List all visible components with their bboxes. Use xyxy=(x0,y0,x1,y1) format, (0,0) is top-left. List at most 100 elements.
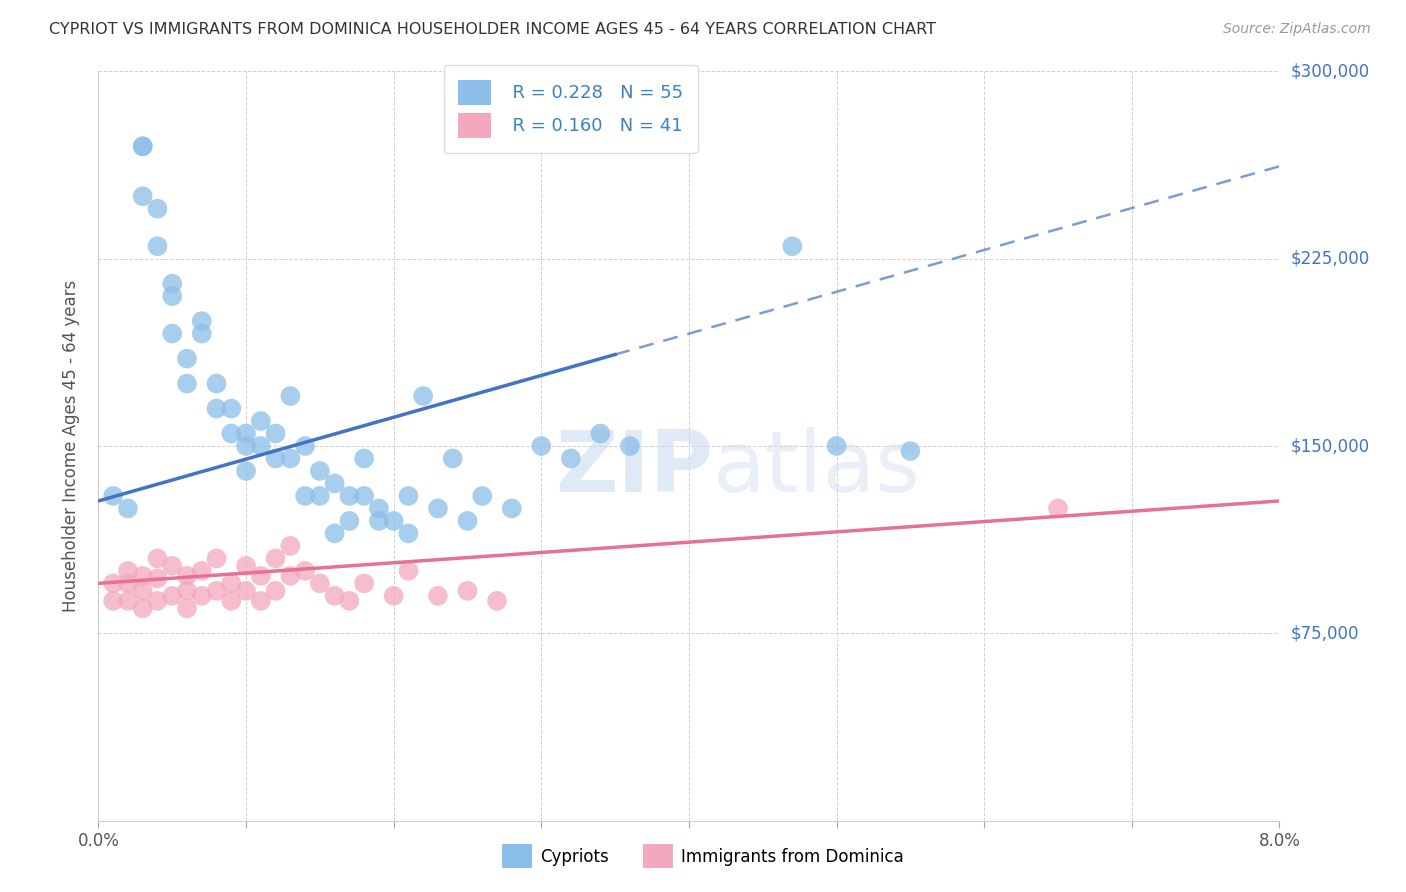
Text: Source: ZipAtlas.com: Source: ZipAtlas.com xyxy=(1223,22,1371,37)
Text: ZIP: ZIP xyxy=(555,427,713,510)
Point xyxy=(146,551,169,566)
Point xyxy=(176,601,198,615)
Point xyxy=(782,239,804,253)
Point xyxy=(176,569,198,583)
Point xyxy=(398,564,420,578)
Point xyxy=(309,489,332,503)
Point xyxy=(353,489,375,503)
Text: $75,000: $75,000 xyxy=(1291,624,1360,642)
Point xyxy=(280,389,302,403)
Point xyxy=(294,439,316,453)
Point xyxy=(619,439,641,453)
Point xyxy=(250,594,273,608)
Point xyxy=(221,426,243,441)
Point xyxy=(294,564,316,578)
Point xyxy=(117,564,139,578)
Point xyxy=(900,444,922,458)
Point xyxy=(162,289,183,303)
Point xyxy=(117,594,139,608)
Point xyxy=(471,489,494,503)
Point xyxy=(323,589,346,603)
Point xyxy=(132,569,155,583)
Point xyxy=(825,439,848,453)
Point xyxy=(176,351,198,366)
Point xyxy=(368,501,391,516)
Point xyxy=(412,389,434,403)
Point xyxy=(486,594,509,608)
Point xyxy=(117,576,139,591)
Point xyxy=(235,426,257,441)
Point xyxy=(560,451,582,466)
Point xyxy=(280,569,302,583)
Point xyxy=(191,326,214,341)
Point xyxy=(501,501,523,516)
Point xyxy=(235,439,257,453)
Point xyxy=(398,489,420,503)
Point xyxy=(117,501,139,516)
Text: $300,000: $300,000 xyxy=(1291,62,1369,80)
Text: $150,000: $150,000 xyxy=(1291,437,1369,455)
Y-axis label: Householder Income Ages 45 - 64 years: Householder Income Ages 45 - 64 years xyxy=(62,280,80,612)
Point xyxy=(235,583,257,598)
Point xyxy=(176,583,198,598)
Point xyxy=(441,451,464,466)
Point xyxy=(132,139,155,153)
Point xyxy=(146,202,169,216)
Point xyxy=(368,514,391,528)
Point xyxy=(176,376,198,391)
Point xyxy=(339,514,361,528)
Point xyxy=(309,464,332,478)
Point xyxy=(530,439,553,453)
Point xyxy=(323,526,346,541)
Legend:   R = 0.228   N = 55,   R = 0.160   N = 41: R = 0.228 N = 55, R = 0.160 N = 41 xyxy=(444,65,697,153)
Point xyxy=(221,594,243,608)
Point xyxy=(191,564,214,578)
Point xyxy=(103,576,125,591)
Point xyxy=(427,589,450,603)
Point xyxy=(205,551,228,566)
Point xyxy=(250,439,273,453)
Point xyxy=(398,526,420,541)
Point xyxy=(162,558,183,573)
Point xyxy=(382,589,405,603)
Point xyxy=(103,489,125,503)
Point xyxy=(457,514,479,528)
Point xyxy=(280,539,302,553)
Point xyxy=(353,576,375,591)
Point xyxy=(205,401,228,416)
Point xyxy=(427,501,450,516)
Point xyxy=(162,277,183,291)
Point xyxy=(235,464,257,478)
Point xyxy=(382,514,405,528)
Point xyxy=(132,601,155,615)
Point xyxy=(353,451,375,466)
Point xyxy=(146,239,169,253)
Point xyxy=(339,489,361,503)
Point xyxy=(162,589,183,603)
Point xyxy=(264,426,287,441)
Point xyxy=(191,314,214,328)
Point xyxy=(221,401,243,416)
Point xyxy=(205,376,228,391)
Point xyxy=(132,139,155,153)
Point xyxy=(264,551,287,566)
Text: atlas: atlas xyxy=(713,427,921,510)
Point xyxy=(339,594,361,608)
Text: $225,000: $225,000 xyxy=(1291,250,1369,268)
Legend: Cypriots, Immigrants from Dominica: Cypriots, Immigrants from Dominica xyxy=(495,838,911,875)
Point xyxy=(146,594,169,608)
Point xyxy=(132,189,155,203)
Point xyxy=(221,576,243,591)
Point xyxy=(250,414,273,428)
Point xyxy=(1046,501,1070,516)
Point xyxy=(103,594,125,608)
Point xyxy=(457,583,479,598)
Point xyxy=(280,451,302,466)
Point xyxy=(294,489,316,503)
Point xyxy=(235,558,257,573)
Point xyxy=(250,569,273,583)
Point xyxy=(205,583,228,598)
Text: CYPRIOT VS IMMIGRANTS FROM DOMINICA HOUSEHOLDER INCOME AGES 45 - 64 YEARS CORREL: CYPRIOT VS IMMIGRANTS FROM DOMINICA HOUS… xyxy=(49,22,936,37)
Point xyxy=(264,583,287,598)
Point xyxy=(132,583,155,598)
